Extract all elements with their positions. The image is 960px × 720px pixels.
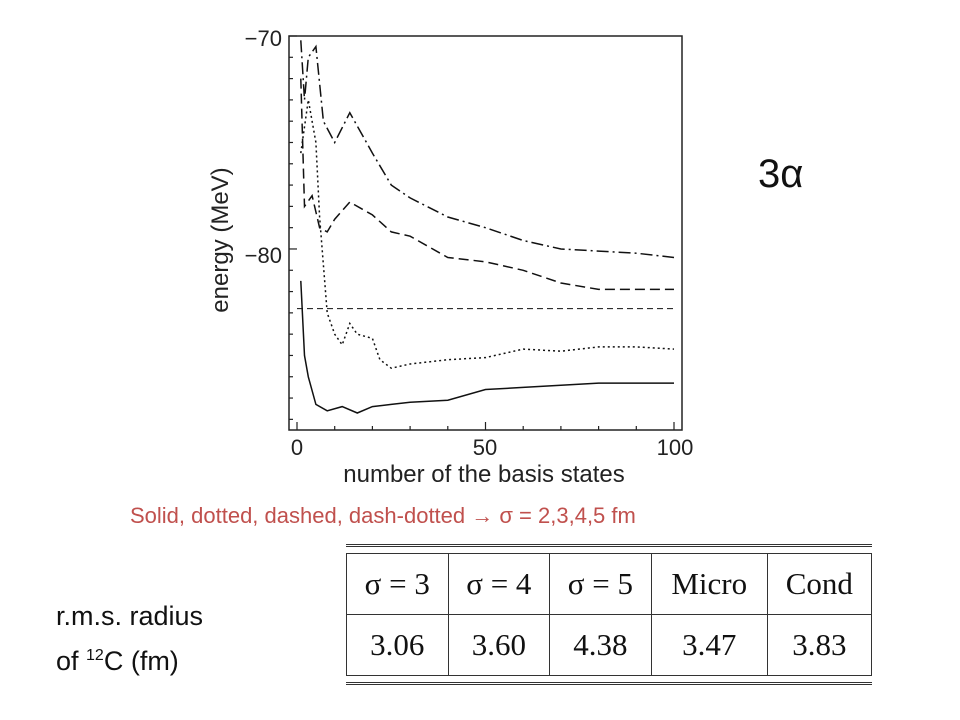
y-tick-label: −70 (245, 26, 282, 51)
x-tick-label: 100 (657, 435, 694, 460)
table-header-cell: Cond (766, 553, 873, 615)
line-style-caption: Solid, dotted, dashed, dash-dotted → σ =… (130, 503, 636, 529)
table-cell: 4.38 (549, 614, 652, 676)
table-cell: 3.06 (346, 614, 449, 676)
table-row: 3.06 3.60 4.38 3.47 3.83 (346, 614, 873, 676)
series-line-dotted (300, 99, 675, 370)
x-tick-label: 50 (473, 435, 497, 460)
rms-radius-label: r.m.s. radius of 12C (fm) (56, 596, 203, 681)
table-header-cell: σ = 5 (549, 553, 652, 615)
y-axis-title: energy (MeV) (207, 167, 234, 312)
table-header-cell: σ = 3 (346, 553, 449, 615)
caption-value: σ = 2,3,4,5 fm (493, 503, 636, 528)
arrow-icon: → (471, 503, 494, 528)
table-header-cell: σ = 4 (447, 553, 551, 615)
mass-number: 12 (86, 647, 104, 664)
series-line-dashed (300, 78, 674, 291)
rms-table-wrapper: σ = 3 σ = 4 σ = 5 Micro Cond 3.06 3.60 4… (346, 544, 873, 685)
tick-layer (289, 35, 675, 430)
rms-suffix: C (fm) (103, 646, 179, 676)
table-header-cell: Micro (650, 553, 768, 615)
series-line-solid (300, 280, 674, 414)
table-cell: 3.47 (650, 614, 768, 676)
table-cell: 3.83 (766, 614, 873, 676)
x-tick-label: 0 (291, 435, 303, 460)
series-layer (297, 40, 675, 414)
rms-table: σ = 3 σ = 4 σ = 5 Micro Cond 3.06 3.60 4… (346, 553, 873, 676)
table-header-row: σ = 3 σ = 4 σ = 5 Micro Cond (346, 553, 873, 615)
caption-text: Solid, dotted, dashed, dash-dotted (130, 503, 472, 528)
table-cell: 3.60 (447, 614, 551, 676)
y-tick-label: −80 (245, 243, 282, 268)
rms-line-1: r.m.s. radius (56, 601, 204, 631)
x-axis-title: number of the basis states (343, 461, 624, 488)
rms-line-2: of 12C (fm) (56, 636, 203, 681)
plot-frame (288, 35, 683, 431)
series-line-dash-dotted (300, 40, 675, 259)
rms-prefix: of (56, 646, 87, 676)
system-label: 3α (758, 152, 804, 196)
